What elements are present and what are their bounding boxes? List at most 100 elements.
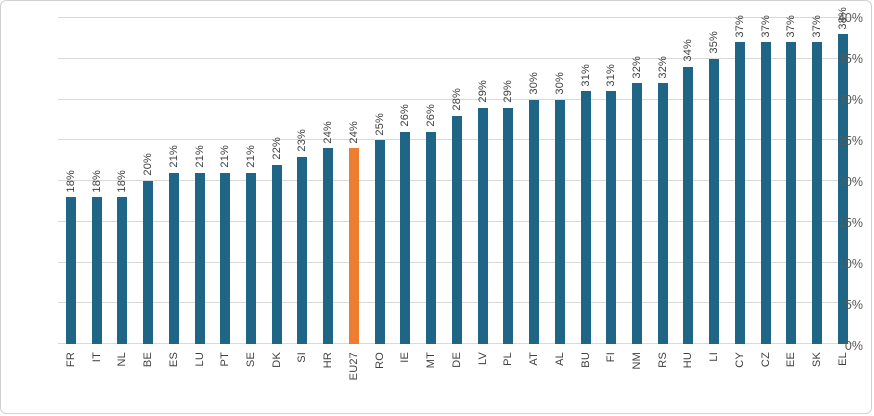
x-label-cell: EL (830, 347, 856, 405)
bar (91, 197, 102, 344)
bar (323, 148, 334, 344)
bar-group-eu27: 24% (341, 18, 367, 344)
bar-value-label: 24% (322, 120, 335, 144)
x-axis-labels: FR IT NL BE ES LU PT SE DK SI HR EU27 RO IE MT DE LV PL AT… (58, 347, 856, 405)
x-axis-label: MT (425, 352, 438, 369)
x-axis-label: SI (296, 352, 309, 363)
bar-group-mt: 26% (418, 18, 444, 344)
y-tick-label: 30% (837, 93, 863, 107)
bar (271, 164, 282, 344)
x-label-cell: PT (212, 347, 238, 405)
bar-value-label: 32% (631, 55, 644, 79)
x-label-cell: EU27 (341, 347, 367, 405)
bar-value-label: 28% (450, 88, 463, 111)
plot-area: 18% 18% 18% 20% 21% 21% 21% 21% 22% 23% 24% 24% 25% 2… (58, 7, 856, 344)
bar (632, 83, 643, 344)
x-label-cell: DE (444, 347, 470, 405)
x-label-cell: SK (804, 347, 830, 405)
x-axis-label: FI (605, 352, 618, 363)
bar-value-label: 32% (656, 55, 669, 79)
bar-group-be: 20% (135, 18, 161, 344)
bar (297, 156, 308, 344)
bar (760, 42, 771, 344)
bar (837, 34, 848, 344)
bar (117, 197, 128, 344)
bar-group-si: 23% (290, 18, 316, 344)
bar-group-se: 21% (238, 18, 264, 344)
y-tick-label: 20% (837, 175, 863, 189)
bar (606, 91, 617, 344)
bar (503, 107, 514, 344)
x-axis-label: CZ (759, 352, 772, 368)
bar-value-label: 18% (116, 169, 129, 193)
bar-value-label: 37% (785, 14, 798, 38)
bar (657, 83, 668, 344)
x-axis-label: IE (399, 352, 412, 363)
bar-group-fi: 31% (598, 18, 624, 344)
x-label-cell: BE (135, 347, 161, 405)
bar-value-label: 23% (296, 128, 309, 152)
x-axis-label: BU (579, 352, 592, 368)
x-label-cell: DK (264, 347, 290, 405)
bar (451, 115, 462, 344)
bar (374, 140, 385, 344)
bar (220, 172, 231, 344)
bar-value-label: 24% (347, 120, 360, 144)
y-tick-label: 35% (837, 52, 863, 66)
bar-value-label: 31% (579, 63, 592, 87)
x-label-cell: ES (161, 347, 187, 405)
x-label-cell: MT (418, 347, 444, 405)
gridline (58, 57, 856, 59)
x-axis-label: LV (476, 352, 489, 366)
bar-group-ee: 37% (779, 14, 805, 344)
x-label-cell: HU (676, 347, 702, 405)
bar-group-bu: 31% (573, 18, 599, 344)
x-axis-label: EE (785, 352, 798, 368)
x-label-cell: CY (727, 347, 753, 405)
bar-value-label: 26% (399, 104, 412, 128)
bar (683, 66, 694, 344)
bar-value-label: 30% (553, 71, 566, 95)
x-axis-label: ES (167, 352, 180, 368)
bar (580, 91, 591, 344)
x-axis-label: LI (708, 352, 721, 362)
bar-value-label: 26% (425, 104, 438, 128)
bar (477, 107, 488, 344)
bar-value-label: 18% (90, 169, 103, 193)
x-axis-label: RS (656, 352, 669, 368)
y-tick-label: 40% (837, 11, 863, 25)
x-axis-label: DE (450, 352, 463, 368)
bar (709, 58, 720, 344)
x-axis-label: EL (836, 352, 849, 366)
bar-group-dk: 22% (264, 18, 290, 344)
bar (246, 172, 256, 344)
bar-group-fr: 18% (58, 18, 84, 344)
bar (734, 42, 745, 344)
bar-group-de: 28% (444, 18, 470, 344)
gridline (58, 17, 856, 18)
bar-group-nm: 32% (624, 18, 650, 344)
bar (194, 172, 205, 344)
x-label-cell: NL (109, 347, 135, 405)
x-label-cell: SI (290, 347, 316, 405)
bar-value-label: 31% (605, 63, 618, 87)
x-axis-label: HU (682, 352, 695, 369)
bar-group-hu: 34% (676, 18, 702, 344)
bar-value-label: 29% (476, 80, 489, 103)
bar-group-at: 30% (521, 18, 547, 344)
bar-value-label: 21% (193, 145, 206, 168)
bar-value-label: 35% (708, 31, 721, 54)
x-axis-label: HR (322, 352, 335, 369)
x-label-cell: SE (238, 347, 264, 405)
x-axis-label: SK (811, 352, 824, 368)
bar-value-label: 18% (64, 169, 77, 193)
bar-value-label: 37% (733, 14, 746, 38)
bar-group-al: 30% (547, 18, 573, 344)
x-axis-label: PT (219, 352, 232, 367)
x-axis-label: BE (142, 352, 155, 368)
x-axis-label: NL (116, 352, 129, 367)
bar (529, 99, 540, 344)
x-label-cell: HR (315, 347, 341, 405)
x-axis-label: RO (373, 352, 386, 369)
